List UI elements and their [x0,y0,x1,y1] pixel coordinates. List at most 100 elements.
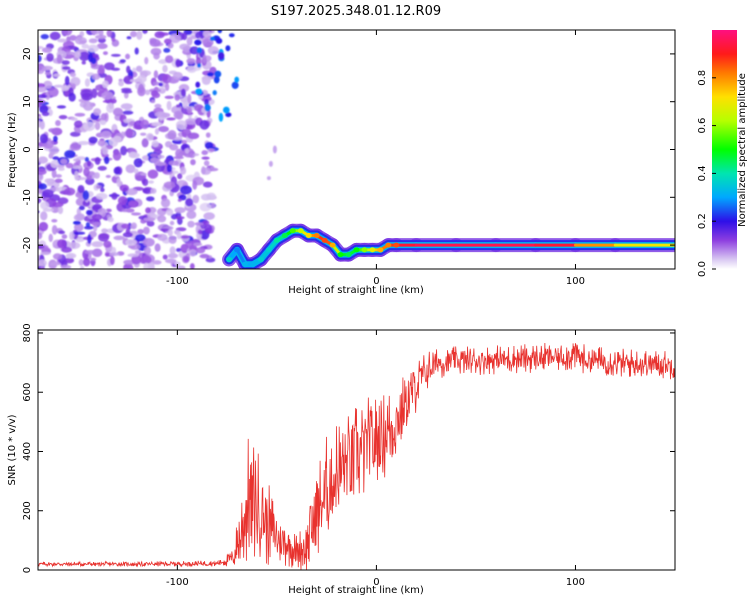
noise-blob [69,35,77,41]
noise-blob [64,257,75,264]
noise-blob [150,153,159,158]
noise-blob [163,181,176,189]
noise-blob [106,30,113,38]
noise-blob [143,262,150,269]
colorbar-tick-label: 0.8 [697,70,708,86]
noise-blob [94,157,101,165]
noise-blob [200,193,212,201]
noise-blob [105,174,112,178]
noise-blob [151,140,159,148]
noise-blob [53,135,58,142]
noise-blob [214,70,222,78]
noise-blob [169,246,176,255]
snr-x-label: Height of straight line (km) [288,585,424,596]
noise-blob [112,151,122,161]
noise-blob [135,65,143,72]
noise-blob [272,145,277,154]
noise-blob [68,92,76,102]
noise-blob [207,46,219,55]
noise-blob [151,121,163,127]
noise-blob [202,38,214,47]
noise-blob [38,86,47,93]
snr-y-label: SNR (10 * v/v) [7,414,18,485]
noise-blob [88,136,98,144]
noise-blob [61,85,70,92]
noise-blob [190,159,196,166]
noise-blob [142,237,155,247]
noise-blob [125,164,136,174]
noise-blob [144,89,151,96]
noise-blob [193,242,203,247]
noise-blob [38,244,45,249]
noise-blob [129,79,140,83]
noise-blob [120,103,133,110]
noise-blob [167,229,173,237]
noise-blob [168,160,180,166]
noise-blob [195,247,206,254]
noise-blob [76,177,88,181]
noise-blob [83,257,91,267]
noise-blob [62,66,71,70]
noise-blob [142,30,148,34]
noise-blob [194,39,202,46]
track-point [361,247,368,253]
noise-blob [154,111,167,118]
noise-blob [78,205,85,211]
noise-blob [56,239,67,249]
noise-blob [194,104,204,112]
spectrogram-y-ticks: -20 -10 0 10 20 [22,48,675,253]
track-point [273,237,280,243]
colorbar-gradient [712,30,737,269]
noise-blob [175,216,185,220]
noise-blob [73,158,79,162]
spectrogram-x-tick-label: 100 [566,276,585,287]
noise-blob [225,112,232,118]
noise-blob [169,220,175,226]
noise-blob [126,65,131,74]
noise-blob [201,76,213,81]
noise-blob [109,252,120,257]
noise-blob [123,75,134,85]
snr-x-tick-label: -100 [166,577,189,588]
noise-blob [38,221,49,232]
noise-blob [134,47,139,55]
noise-blob [158,82,164,87]
track-point [337,252,344,258]
noise-blob [154,161,166,166]
noise-blob [76,156,86,161]
colorbar-tick-label: 0.2 [697,213,708,229]
noise-blob [149,38,161,47]
noise-blob [204,223,213,234]
noise-blob [136,30,143,40]
track-point [226,256,233,262]
noise-blob [176,231,182,240]
noise-blob [70,117,78,121]
noise-blob [175,58,181,68]
noise-blob [215,38,223,44]
noise-blob [163,47,171,53]
noise-blob [42,189,54,198]
noise-blob [103,240,112,248]
noise-blob [40,201,50,210]
noise-blob [134,234,146,242]
noise-blob [139,70,152,76]
noise-blob [90,257,97,261]
noise-blob [142,188,151,194]
track-point [234,247,241,253]
track-point [305,233,312,239]
snr-y-tick-label: 800 [22,323,33,342]
noise-blob [180,88,186,97]
noise-blob [56,54,63,64]
noise-blob [78,259,84,266]
noise-blob [212,90,217,96]
noise-blob [199,202,212,212]
spectrogram-y-tick-label: -10 [22,189,33,205]
noise-blob [66,254,74,259]
noise-blob [121,209,129,213]
noise-blob [69,142,82,151]
colorbar-tick-label: 0.4 [697,165,708,181]
noise-blob [77,184,85,194]
noise-blob [182,102,188,109]
spectrogram-x-tick-label: -100 [166,276,189,287]
noise-blob [74,112,86,117]
